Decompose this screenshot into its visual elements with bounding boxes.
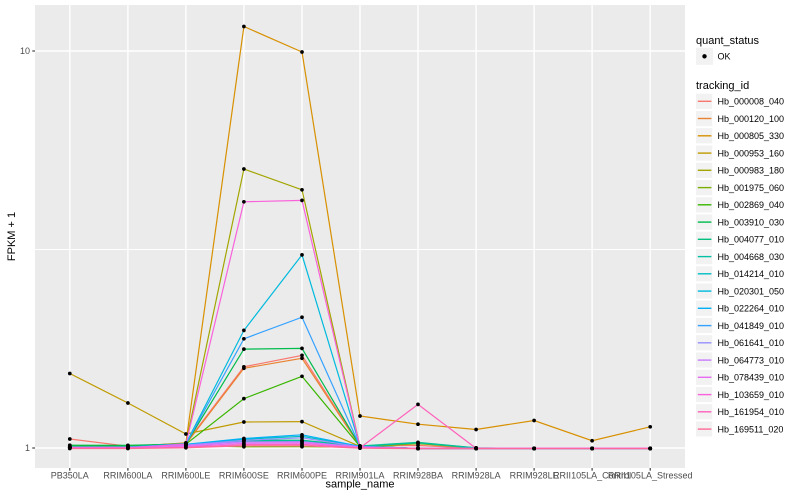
svg-text:Hb_000953_160: Hb_000953_160 bbox=[718, 148, 785, 158]
svg-text:RRIM928LA: RRIM928LA bbox=[452, 471, 501, 481]
svg-text:quant_status: quant_status bbox=[696, 35, 759, 47]
svg-text:Hb_064773_010: Hb_064773_010 bbox=[718, 355, 785, 365]
svg-text:10: 10 bbox=[20, 46, 30, 56]
svg-text:RRIM600LE: RRIM600LE bbox=[161, 471, 210, 481]
svg-text:RRII105LA_Control: RRII105LA_Control bbox=[553, 471, 631, 481]
svg-text:Hb_000805_330: Hb_000805_330 bbox=[718, 131, 785, 141]
svg-text:FPKM + 1: FPKM + 1 bbox=[6, 212, 18, 261]
svg-text:Hb_001975_060: Hb_001975_060 bbox=[718, 183, 785, 193]
svg-text:Hb_169511_020: Hb_169511_020 bbox=[718, 424, 784, 434]
svg-text:Hb_061641_010: Hb_061641_010 bbox=[718, 338, 785, 348]
svg-text:Hb_000983_180: Hb_000983_180 bbox=[718, 166, 785, 176]
svg-text:OK: OK bbox=[718, 52, 731, 62]
svg-text:Hb_014214_010: Hb_014214_010 bbox=[718, 269, 785, 279]
svg-text:Hb_004668_030: Hb_004668_030 bbox=[718, 252, 785, 262]
svg-text:Hb_020301_050: Hb_020301_050 bbox=[718, 286, 785, 296]
svg-text:Hb_161954_010: Hb_161954_010 bbox=[718, 407, 785, 417]
svg-text:RRIM600LA: RRIM600LA bbox=[103, 471, 152, 481]
svg-text:Hb_000008_040: Hb_000008_040 bbox=[718, 97, 785, 107]
svg-text:tracking_id: tracking_id bbox=[696, 80, 749, 92]
svg-text:RRIM600PE: RRIM600PE bbox=[277, 471, 327, 481]
svg-text:RRII105LA_Stressed: RRII105LA_Stressed bbox=[608, 471, 693, 481]
svg-text:RRIM600SE: RRIM600SE bbox=[219, 471, 269, 481]
svg-text:RRIM928BA: RRIM928BA bbox=[393, 471, 443, 481]
svg-text:RRIM928LE: RRIM928LE bbox=[510, 471, 559, 481]
svg-text:Hb_078439_010: Hb_078439_010 bbox=[718, 373, 785, 383]
svg-text:Hb_000120_100: Hb_000120_100 bbox=[718, 114, 785, 124]
svg-text:Hb_002869_040: Hb_002869_040 bbox=[718, 200, 785, 210]
svg-text:PB350LA: PB350LA bbox=[51, 471, 89, 481]
svg-text:Hb_004077_010: Hb_004077_010 bbox=[718, 235, 785, 245]
svg-text:Hb_003910_030: Hb_003910_030 bbox=[718, 217, 785, 227]
svg-text:Hb_103659_010: Hb_103659_010 bbox=[718, 390, 785, 400]
svg-text:RRIM901LA: RRIM901LA bbox=[335, 471, 384, 481]
svg-text:1: 1 bbox=[25, 443, 30, 453]
svg-text:sample_name: sample_name bbox=[325, 479, 394, 491]
svg-text:Hb_041849_010: Hb_041849_010 bbox=[718, 321, 785, 331]
svg-text:Hb_022264_010: Hb_022264_010 bbox=[718, 304, 785, 314]
